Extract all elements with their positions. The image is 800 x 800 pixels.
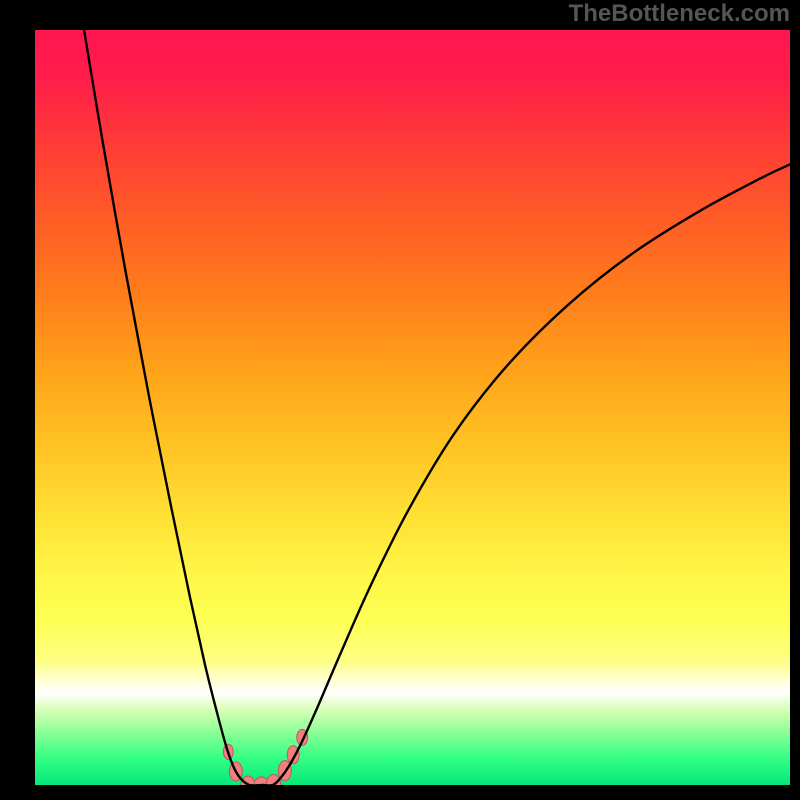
bottleneck-chart xyxy=(35,30,790,785)
chart-background xyxy=(35,30,790,785)
watermark-text: TheBottleneck.com xyxy=(569,0,790,28)
